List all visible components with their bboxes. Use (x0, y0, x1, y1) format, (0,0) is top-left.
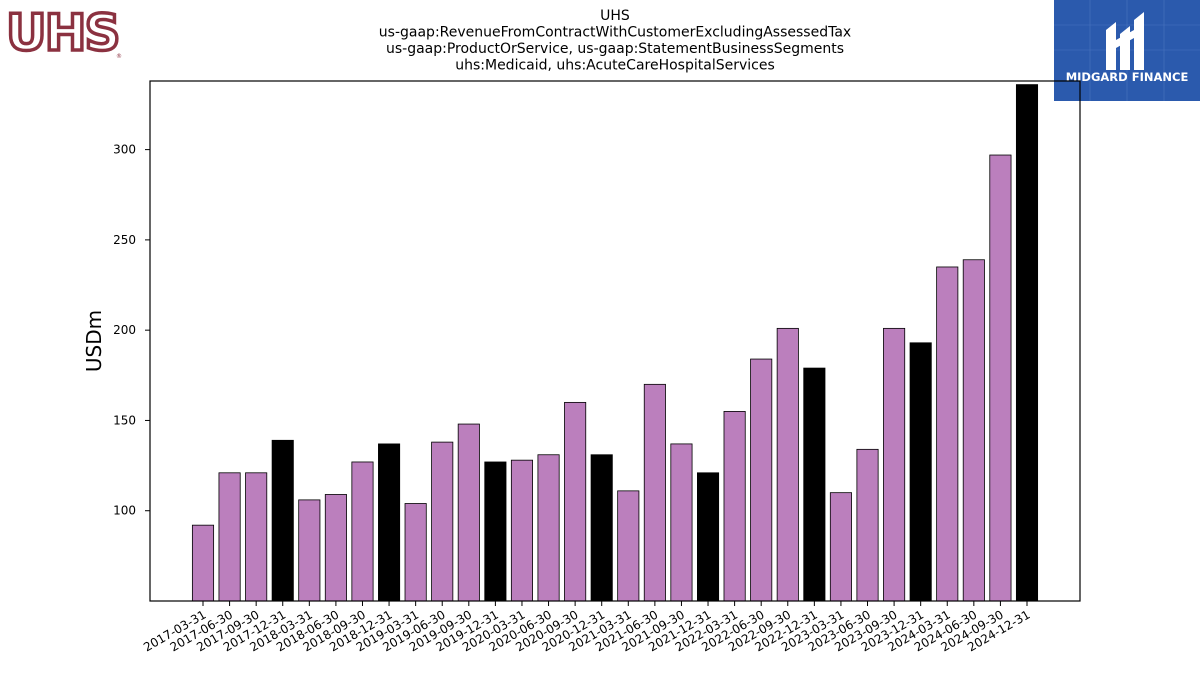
midgard-finance-logo: MIDGARD FINANCE (1054, 0, 1200, 101)
bar-2021-09-30 (670, 443, 693, 602)
y-tick-label: 150 (113, 413, 136, 427)
bar-2019-12-31 (484, 461, 507, 602)
chart-title-line: us-gaap:RevenueFromContractWithCustomerE… (379, 25, 851, 41)
bar-2017-09-30 (245, 472, 268, 602)
bar-2024-03-31 (936, 266, 959, 602)
bar-2022-03-31 (723, 411, 746, 602)
bar-2017-12-31 (271, 439, 294, 602)
bar-2018-09-30 (351, 461, 374, 602)
bar-2019-03-31 (404, 503, 427, 602)
bar-2019-09-30 (457, 423, 480, 602)
bar-2018-12-31 (378, 443, 401, 602)
bar-2021-06-30 (643, 383, 666, 602)
bar-2023-03-31 (829, 492, 852, 602)
bar-2023-09-30 (883, 327, 906, 602)
bar-2024-12-31 (1015, 84, 1039, 602)
bar-2018-06-30 (324, 494, 347, 602)
bar-2017-03-31 (191, 524, 215, 602)
bar-2018-03-31 (298, 499, 321, 602)
bar-2020-09-30 (564, 401, 587, 602)
bar-2021-03-31 (617, 490, 640, 602)
bar-2020-03-31 (510, 459, 533, 602)
uhs-logo: UHS ® (4, 4, 122, 60)
y-tick-label: 300 (113, 143, 136, 157)
uhs-logo-text: UHS (6, 4, 118, 60)
bar-2022-12-31 (803, 367, 826, 602)
bar-2023-12-31 (909, 342, 932, 602)
chart-bars (191, 84, 1039, 602)
bar-2021-12-31 (697, 472, 720, 602)
midgard-mark-icon (1106, 12, 1144, 70)
y-axis-label: USDm (82, 310, 106, 372)
midgard-logo-text: MIDGARD FINANCE (1066, 70, 1189, 84)
bar-2017-06-30 (218, 472, 241, 602)
bar-2020-06-30 (537, 454, 560, 602)
y-tick-label: 250 (113, 233, 136, 247)
bar-2019-06-30 (431, 441, 454, 602)
chart-title-line: uhs:Medicaid, uhs:AcuteCareHospitalServi… (455, 58, 775, 74)
chart-title: UHSus-gaap:RevenueFromContractWithCustom… (379, 8, 851, 74)
bar-2023-06-30 (856, 448, 879, 602)
plot-frame (149, 80, 1081, 602)
y-axis: 100 150 200 250 300 (113, 143, 150, 518)
y-tick-label: 200 (113, 323, 136, 337)
y-tick-label: 100 (113, 504, 136, 518)
chart-title-line: UHS (600, 8, 630, 24)
bar-2024-09-30 (989, 154, 1012, 602)
bar-2024-06-30 (962, 259, 985, 602)
chart-title-line: us-gaap:ProductOrService, us-gaap:Statem… (386, 41, 844, 57)
x-axis: 2017-03-312017-06-302017-09-302017-12-31… (141, 601, 1033, 654)
bar-2020-12-31 (590, 454, 613, 602)
bar-2022-09-30 (776, 327, 799, 602)
bar-2022-06-30 (750, 358, 773, 602)
svg-text:®: ® (116, 53, 122, 60)
